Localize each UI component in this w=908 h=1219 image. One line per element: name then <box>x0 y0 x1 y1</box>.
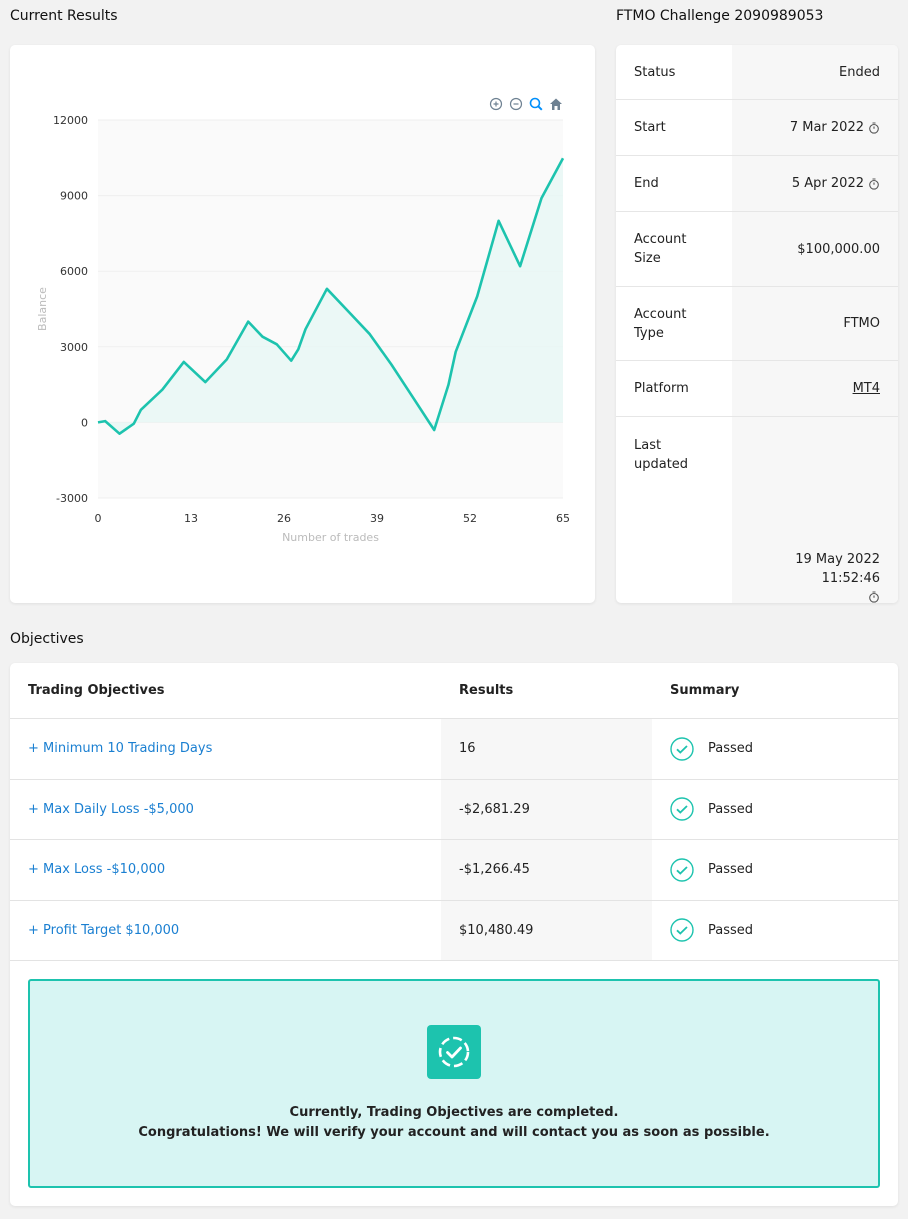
summary-status: Passed <box>708 741 754 757</box>
objectives-title: Objectives <box>10 631 84 647</box>
check-circle-icon <box>670 858 694 882</box>
header-results: Results <box>459 683 514 698</box>
info-label: Start <box>634 120 666 135</box>
info-row-status: Status Ended <box>616 45 898 100</box>
check-circle-icon <box>670 797 694 821</box>
result-value: 16 <box>441 719 652 779</box>
home-icon[interactable] <box>548 96 564 112</box>
x-tick-label: 39 <box>370 512 384 525</box>
summary-status: Passed <box>708 922 754 938</box>
account-type-value: FTMO <box>732 287 898 360</box>
table-row: + Minimum 10 Trading Days 16 Passed <box>10 719 898 780</box>
y-tick-label: 3000 <box>60 341 88 354</box>
end-value: 5 Apr 2022 <box>732 156 898 211</box>
objective-min-trading-days[interactable]: + Minimum 10 Trading Days <box>28 741 213 757</box>
x-tick-label: 65 <box>556 512 570 525</box>
x-axis-title: Number of trades <box>282 531 379 544</box>
balance-chart[interactable]: 12000 9000 6000 3000 0 -3000 0 13 26 39 52 65 Number… <box>10 45 595 603</box>
last-updated-date: 19 May 2022 11:52:46 <box>795 552 880 586</box>
success-line-1: Currently, Trading Objectives are comple… <box>289 1105 619 1120</box>
y-axis-title: Balance <box>36 287 49 331</box>
info-label: Account Size <box>634 232 687 266</box>
info-label: Account Type <box>634 306 687 341</box>
end-date: 5 Apr 2022 <box>791 176 864 191</box>
info-label: Status <box>634 64 676 80</box>
info-row-start: Start 7 Mar 2022 <box>616 100 898 156</box>
result-value: $10,480.49 <box>441 900 652 960</box>
info-row-last-updated: Last updated 19 May 2022 11:52:46 <box>616 417 898 603</box>
status-value: Ended <box>732 45 898 99</box>
header-trading-objectives: Trading Objectives <box>28 683 165 698</box>
check-circle-icon <box>670 918 694 942</box>
objectives-completed-banner: Currently, Trading Objectives are comple… <box>28 979 880 1188</box>
objective-profit-target[interactable]: + Profit Target $10,000 <box>28 922 180 938</box>
info-label: Platform <box>634 381 689 396</box>
objective-max-loss[interactable]: + Max Loss -$10,000 <box>28 862 166 878</box>
account-info-card: Status Ended Start 7 Mar 2022 End 5 Apr … <box>616 45 898 603</box>
result-value: -$2,681.29 <box>441 779 652 839</box>
x-tick-label: 26 <box>277 512 291 525</box>
zoom-select-icon[interactable] <box>528 96 544 112</box>
chart-toolbar <box>488 96 564 112</box>
platform-link[interactable]: MT4 <box>852 381 880 396</box>
x-tick-label: 13 <box>184 512 198 525</box>
table-row: + Max Loss -$10,000 -$1,266.45 Passed <box>10 840 898 901</box>
challenge-title: FTMO Challenge 2090989053 <box>616 8 824 24</box>
table-row: + Profit Target $10,000 $10,480.49 Passe… <box>10 900 898 961</box>
balance-chart-card: 12000 9000 6000 3000 0 -3000 0 13 26 39 52 65 Number… <box>10 45 595 603</box>
info-row-end: End 5 Apr 2022 <box>616 156 898 212</box>
objectives-header-row: Trading Objectives Results Summary <box>10 663 898 719</box>
verified-check-icon <box>427 1025 481 1079</box>
y-tick-label: -3000 <box>56 492 88 505</box>
check-circle-icon <box>670 737 694 761</box>
info-row-platform: Platform MT4 <box>616 361 898 417</box>
last-updated-value: 19 May 2022 11:52:46 <box>732 417 898 603</box>
start-date: 7 Mar 2022 <box>789 120 864 135</box>
account-size-value: $100,000.00 <box>732 212 898 286</box>
summary-status: Passed <box>708 862 754 878</box>
header-summary: Summary <box>670 683 740 698</box>
stopwatch-icon <box>869 121 879 134</box>
y-tick-label: 9000 <box>60 190 88 203</box>
balance-area <box>98 158 563 434</box>
table-row: + Max Daily Loss -$5,000 -$2,681.29 Pass… <box>10 779 898 840</box>
result-value: -$1,266.45 <box>441 840 652 900</box>
objectives-card: Trading Objectives Results Summary + Min… <box>10 663 898 1206</box>
zoom-in-icon[interactable] <box>488 96 504 112</box>
zoom-out-icon[interactable] <box>508 96 524 112</box>
y-tick-label: 6000 <box>60 265 88 278</box>
start-value: 7 Mar 2022 <box>732 100 898 155</box>
x-tick-label: 52 <box>463 512 477 525</box>
platform-value: MT4 <box>732 361 898 416</box>
info-label: End <box>634 176 659 191</box>
info-row-account-size: Account Size $100,000.00 <box>616 212 898 287</box>
info-label: Last updated <box>634 438 689 472</box>
summary-status: Passed <box>708 801 754 817</box>
balance-line <box>97 157 565 435</box>
success-line-2: Congratulations! We will verify your acc… <box>138 1125 770 1140</box>
y-tick-label: 12000 <box>53 114 88 127</box>
x-tick-label: 0 <box>95 512 102 525</box>
stopwatch-icon <box>869 177 879 190</box>
y-tick-label: 0 <box>81 416 88 429</box>
objective-max-daily-loss[interactable]: + Max Daily Loss -$5,000 <box>28 801 194 817</box>
stopwatch-icon <box>869 591 879 603</box>
info-row-account-type: Account Type FTMO <box>616 287 898 361</box>
current-results-title: Current Results <box>10 8 118 24</box>
